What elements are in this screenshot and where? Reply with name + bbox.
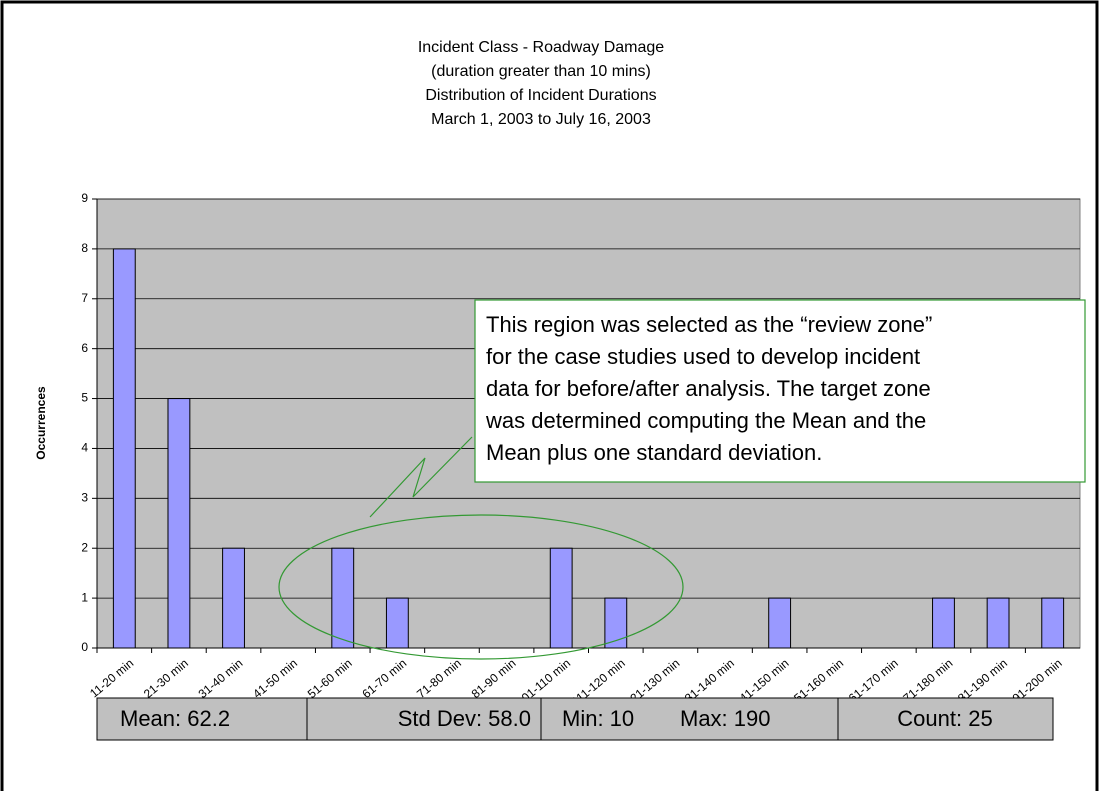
bar	[768, 597, 792, 649]
callout-pointer	[369, 436, 473, 518]
zone-ellipse	[278, 514, 684, 660]
y-tick-label: 7	[81, 291, 88, 305]
y-tick-label: 0	[81, 640, 88, 654]
stat-cell	[306, 697, 542, 741]
bar	[222, 547, 245, 649]
annotation-line: was determined computing the Mean and th…	[485, 408, 926, 433]
stat-std-dev: Std Dev: 58.0	[398, 706, 531, 731]
annotation-line: This region was selected as the “review …	[486, 312, 932, 337]
stat-mean: Mean: 62.2	[120, 706, 230, 731]
y-tick-label: 2	[81, 540, 88, 554]
annotation-line: Mean plus one standard deviation.	[486, 440, 822, 465]
chart-title: March 1, 2003 to July 16, 2003	[431, 111, 651, 128]
callout-box	[474, 299, 1086, 483]
chart-title: Incident Class - Roadway Damage	[418, 39, 664, 56]
stats-table: Mean: 62.2 Std Dev: 58.0 Min: 10 Max: 19…	[96, 697, 1054, 741]
chart-title: (duration greater than 10 mins)	[431, 63, 651, 80]
stat-max: Max: 190	[680, 706, 771, 731]
y-tick-label: 1	[81, 590, 88, 604]
bar	[932, 597, 955, 649]
bar	[385, 597, 409, 649]
annotation-line: data for before/after analysis. The targ…	[486, 376, 931, 401]
stat-cell	[96, 697, 308, 741]
bar	[331, 547, 355, 649]
y-axis-label: Occurrences	[34, 386, 48, 460]
stat-cell	[540, 697, 839, 741]
bar	[167, 398, 191, 649]
bar	[1041, 597, 1065, 649]
y-tick-label: 4	[81, 441, 88, 455]
stat-min: Min: 10	[562, 706, 634, 731]
y-tick-label: 6	[81, 341, 88, 355]
y-tick-label: 3	[81, 491, 88, 505]
stat-cell	[837, 697, 1054, 741]
annotation-line: for the case studies used to develop inc…	[486, 344, 920, 369]
bar	[112, 248, 136, 649]
bar	[604, 597, 628, 649]
stat-count: Count: 25	[897, 706, 992, 731]
y-tick-label: 9	[81, 191, 88, 205]
bar	[549, 547, 573, 649]
chart-title: Distribution of Incident Durations	[425, 87, 656, 104]
y-tick-label: 8	[81, 241, 88, 255]
bar	[986, 597, 1010, 649]
y-tick-label: 5	[81, 391, 88, 405]
